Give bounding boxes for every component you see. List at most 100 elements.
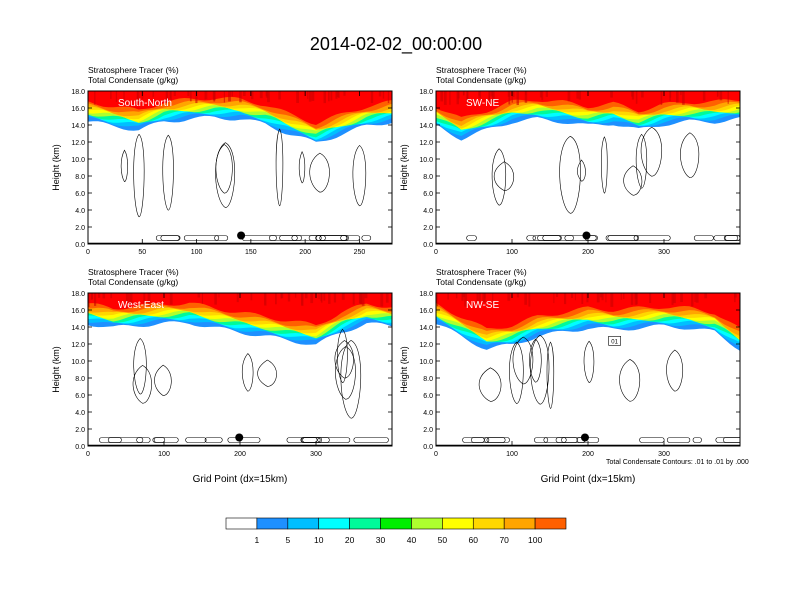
tracer-streak [478,293,481,302]
tracer-streak [370,91,374,103]
condensate-contour [337,328,348,384]
low-cloud-contour [317,437,351,443]
panels: Stratosphere Tracer (%) Total Condensate … [51,65,741,485]
tracer-streak [330,91,333,101]
tracer-streak [307,91,309,99]
y-axis-label: Height (km) [51,144,61,191]
tracer-streak [541,91,544,101]
y-axis-label: Height (km) [399,144,409,191]
y-tick-label: 2.0 [75,225,85,232]
tracer-streak [250,293,253,301]
tracer-streak [449,91,451,105]
x-tick-label: 200 [582,451,594,458]
tracer-streak [676,91,679,103]
figure-title: 2014-02-02_00:00:00 [310,34,482,55]
tracer-streak [669,91,672,98]
y-tick-label: 12.0 [419,140,433,147]
y-tick-label: 4.0 [75,410,85,417]
tracer-streak [492,91,495,104]
low-cloud-contour [279,235,303,241]
tracer-streak [567,91,571,102]
condensate-contour [298,151,306,184]
tracer-streak [206,91,208,100]
panel-label: West-East [118,300,164,311]
low-cloud-contour [561,437,600,443]
condensate-contour [666,349,683,392]
panel-label: South-North [118,98,172,109]
condensate-contour [478,367,502,402]
panel-1: Stratosphere Tracer (%)Total Condensate … [51,65,393,256]
tracer-streak [571,293,573,298]
low-cloud-contour [470,437,490,443]
tracer-streak [337,91,340,98]
tracer-streak [610,91,613,98]
tracer-streak [574,293,576,301]
y-tick-label: 8.0 [75,376,85,383]
low-cloud-contour [361,235,372,241]
tracer-streak [636,293,638,305]
tracer-streak [461,293,464,301]
tracer-streak [195,91,198,104]
tracer-streak [443,91,447,105]
tracer-streak [231,91,233,97]
tracer-streak [680,91,682,96]
panel-subtitle-tracer: Stratosphere Tracer (%) [436,65,527,75]
tracer-streak [660,91,663,105]
tracer-streak [169,91,171,99]
x-tick-label: 100 [158,451,170,458]
tracer-streak [630,293,634,305]
tracer-streak [214,293,217,305]
low-cloud-contour [340,235,361,241]
contour-label: 01 [611,339,618,345]
tracer-streak [213,91,216,102]
x-tick-label: 250 [354,249,366,256]
tracer-streak [88,293,90,307]
tracer-streak [275,293,277,305]
y-tick-label: 16.0 [71,106,85,113]
tracer-streak [323,293,326,301]
x-tick-label: 0 [86,451,90,458]
x-tick-label: 300 [658,249,670,256]
tracer-streak [223,91,225,103]
y-tick-label: 18.0 [71,89,85,96]
tracer-streak [478,91,481,98]
x-tick-label: 200 [299,249,311,256]
tracer-streak [301,293,303,306]
colorbar-swatch [503,517,536,530]
y-tick-label: 4.0 [423,208,433,215]
tracer-streak [466,91,468,102]
y-tick-label: 8.0 [423,174,433,181]
colorbar-swatch [472,517,505,530]
colorbar-label: 20 [345,535,355,545]
tracer-streak [169,293,173,305]
tracer-band-10 [436,293,740,329]
condensate-contour [132,365,152,404]
tracer-streak [218,293,220,298]
colorbar-swatch [225,517,258,530]
tracer-streak [576,91,579,99]
tracer-streak [170,91,172,101]
x-tick-label: 0 [434,451,438,458]
y-tick-label: 10.0 [419,359,433,366]
tracer-streak [333,293,337,303]
tracer-streak [719,91,723,101]
tracer-streak [364,293,368,299]
y-tick-label: 14.0 [419,123,433,130]
plot-area [88,293,392,446]
tracer-streak [280,293,284,299]
tracer-streak [123,91,125,103]
x-tick-label: 100 [506,249,518,256]
tracer-streak [508,91,511,105]
tracer-streak [623,293,625,299]
colorbar-swatch [380,517,412,530]
y-tick-label: 2.0 [75,427,85,434]
panel-subtitle-condensate: Total Condensate (g/kg) [88,277,178,287]
y-tick-label: 18.0 [419,291,433,298]
y-tick-label: 8.0 [423,376,433,383]
tracer-streak [463,91,465,96]
low-cloud-contour [301,437,323,443]
panel-2: Stratosphere Tracer (%)Total Condensate … [399,65,741,256]
condensate-contour [509,341,524,404]
colorbar-label: 40 [407,535,417,545]
colorbar-swatch [442,517,474,530]
